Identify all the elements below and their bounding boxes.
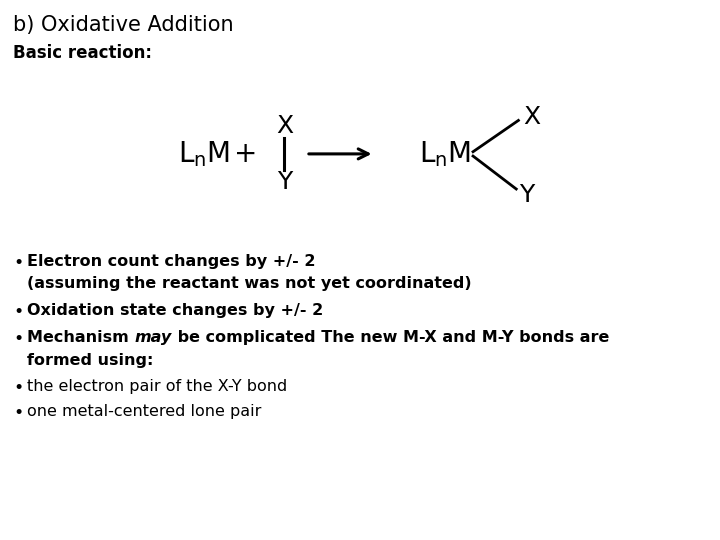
Text: Basic reaction:: Basic reaction: [13,44,152,62]
Text: Y: Y [276,170,292,194]
Text: b) Oxidative Addition: b) Oxidative Addition [13,15,233,35]
Text: •: • [13,404,23,422]
Text: $\mathregular{L_nM}$: $\mathregular{L_nM}$ [420,139,472,169]
Text: X: X [523,105,541,129]
Text: Electron count changes by +/- 2: Electron count changes by +/- 2 [27,254,316,269]
Text: one metal-centered lone pair: one metal-centered lone pair [27,404,262,419]
Text: Mechanism: Mechanism [27,330,135,346]
Text: formed using:: formed using: [27,353,154,368]
Text: •: • [13,379,23,397]
Text: may: may [135,330,172,346]
Text: +: + [234,140,257,168]
Text: •: • [13,330,23,348]
Text: (assuming the reactant was not yet coordinated): (assuming the reactant was not yet coord… [27,276,472,292]
Text: Y: Y [519,184,534,207]
Text: •: • [13,254,23,272]
Text: the electron pair of the X-Y bond: the electron pair of the X-Y bond [27,379,287,394]
Text: $\mathregular{L_nM}$: $\mathregular{L_nM}$ [179,139,230,169]
Text: be complicated The new M-X and M-Y bonds are: be complicated The new M-X and M-Y bonds… [172,330,609,346]
Text: X: X [276,114,293,138]
Text: •: • [13,303,23,321]
Text: Oxidation state changes by +/- 2: Oxidation state changes by +/- 2 [27,303,323,319]
